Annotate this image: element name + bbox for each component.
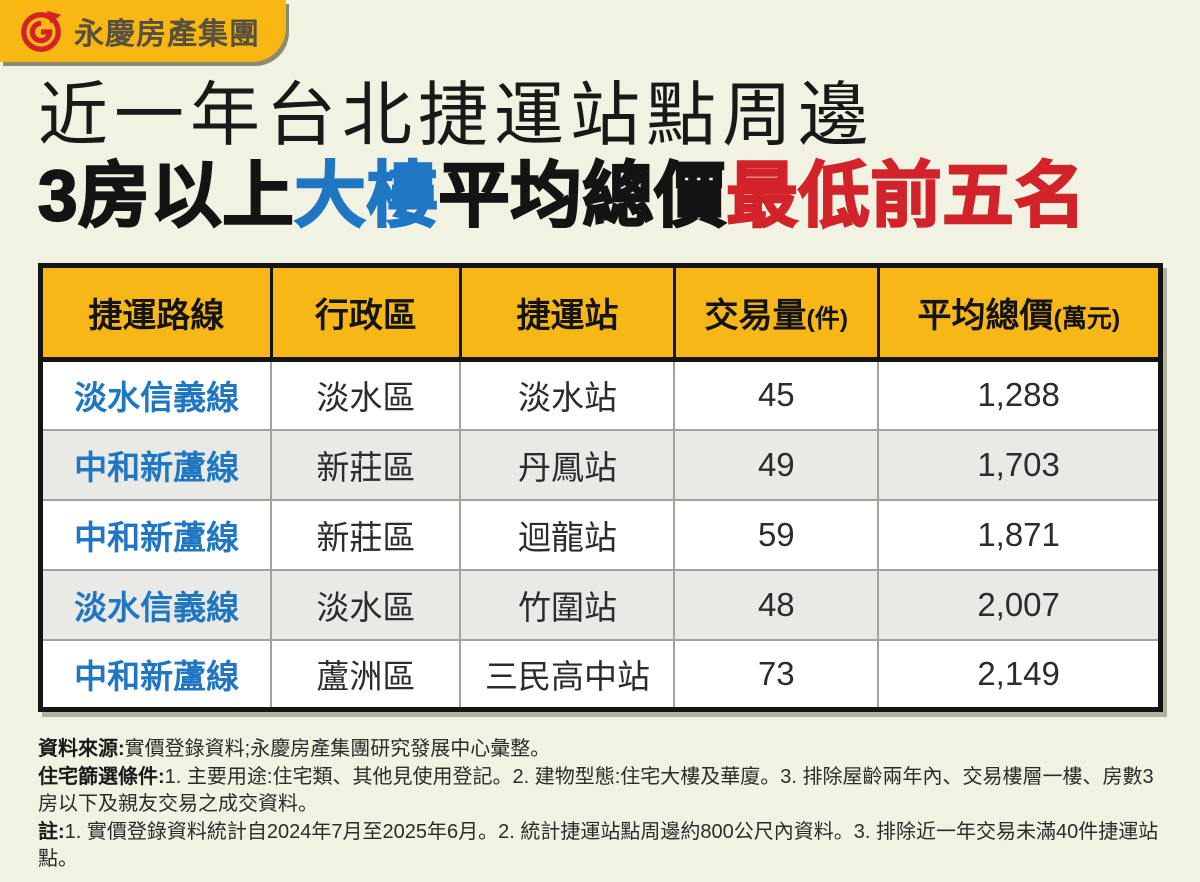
brand-badge: 永慶房產集團 xyxy=(0,0,286,62)
cell-station: 淡水站 xyxy=(460,359,676,430)
cell-line: 中和新蘆線 xyxy=(40,638,273,710)
cell-volume: 73 xyxy=(674,638,880,710)
source-note: 資料來源:實價登錄資料;永慶房產集團研究發展中心彙整。 xyxy=(38,738,551,760)
cell-district: 新莊區 xyxy=(271,428,462,500)
price-table-container: 捷運路線 行政區 捷運站 交易量(件) 平均總價(萬元) 淡水信義線 淡水區 淡… xyxy=(38,263,1163,712)
cell-district: 新莊區 xyxy=(271,498,462,570)
filter-criteria-note: 住宅篩選條件:1. 主要用途:住宅類、其他見使用登記。2. 建物型態:住宅大樓及… xyxy=(38,765,1154,816)
price-table: 捷運路線 行政區 捷運站 交易量(件) 平均總價(萬元) 淡水信義線 淡水區 淡… xyxy=(38,263,1163,712)
cell-district: 蘆洲區 xyxy=(271,638,462,710)
cell-volume: 59 xyxy=(674,498,880,570)
table-row: 中和新蘆線 蘆洲區 三民高中站 73 2,149 xyxy=(40,638,1161,710)
yungching-logo-icon xyxy=(21,10,62,52)
column-header-line: 捷運路線 xyxy=(40,265,273,362)
cell-price: 2,007 xyxy=(878,568,1161,640)
cell-price: 1,288 xyxy=(977,376,1060,414)
cell-district: 淡水區 xyxy=(271,359,462,430)
cell-station: 迴龍站 xyxy=(460,498,676,570)
cell-volume: 49 xyxy=(674,428,880,500)
cell-price: 1,703 xyxy=(878,428,1161,500)
page-title-line2: 3房以上大樓平均總價最低前五名 xyxy=(37,155,1168,236)
brand-name: 永慶房產集團 xyxy=(74,18,260,51)
cell-line: 淡水信義線 xyxy=(40,359,273,430)
column-header-price: 平均總價(萬元) xyxy=(878,265,1161,362)
cell-station: 丹鳳站 xyxy=(460,428,676,500)
cell-line: 淡水信義線 xyxy=(40,568,273,640)
title-segment-avgprice: 平均總價 xyxy=(437,155,727,236)
cell-price: 1,871 xyxy=(878,498,1161,570)
table-row: 淡水信義線 淡水區 淡水站 45 1,288 xyxy=(40,359,1161,430)
table-header-row: 捷運路線 行政區 捷運站 交易量(件) 平均總價(萬元) xyxy=(40,265,1161,362)
remark-note: 註:1. 實價登錄資料統計自2024年7月至2025年6月。2. 統計捷運站點周… xyxy=(38,820,1159,871)
footnotes: 資料來源:實價登錄資料;永慶房產集團研究發展中心彙整。 住宅篩選條件:1. 主要… xyxy=(38,736,1166,874)
cell-line: 中和新蘆線 xyxy=(40,428,273,500)
title-segment-lowest-top5: 最低前五名 xyxy=(725,155,1087,236)
cell-station: 竹圍站 xyxy=(460,568,676,640)
page-title-line1: 近一年台北捷運站點周邊 xyxy=(38,76,874,154)
cell-volume: 45 xyxy=(674,359,880,430)
table-row: 中和新蘆線 新莊區 迴龍站 59 1,871 xyxy=(40,498,1161,570)
cell-district: 淡水區 xyxy=(271,568,462,640)
table-row: 中和新蘆線 新莊區 丹鳳站 49 1,703 xyxy=(40,428,1161,500)
column-header-volume: 交易量(件) xyxy=(674,265,880,362)
title-block: 近一年台北捷運站點周邊 3房以上大樓平均總價最低前五名 xyxy=(37,74,1168,237)
title-segment-building: 大樓 xyxy=(293,155,439,236)
cell-line: 中和新蘆線 xyxy=(40,498,273,570)
column-header-district: 行政區 xyxy=(271,265,462,362)
table-row: 淡水信義線 淡水區 竹圍站 48 2,007 xyxy=(40,568,1161,640)
cell-price: 2,149 xyxy=(878,638,1161,710)
column-header-station: 捷運站 xyxy=(460,265,676,362)
cell-volume: 48 xyxy=(674,568,880,640)
title-segment-rooms: 3房以上 xyxy=(37,155,295,236)
cell-station: 三民高中站 xyxy=(460,638,676,710)
